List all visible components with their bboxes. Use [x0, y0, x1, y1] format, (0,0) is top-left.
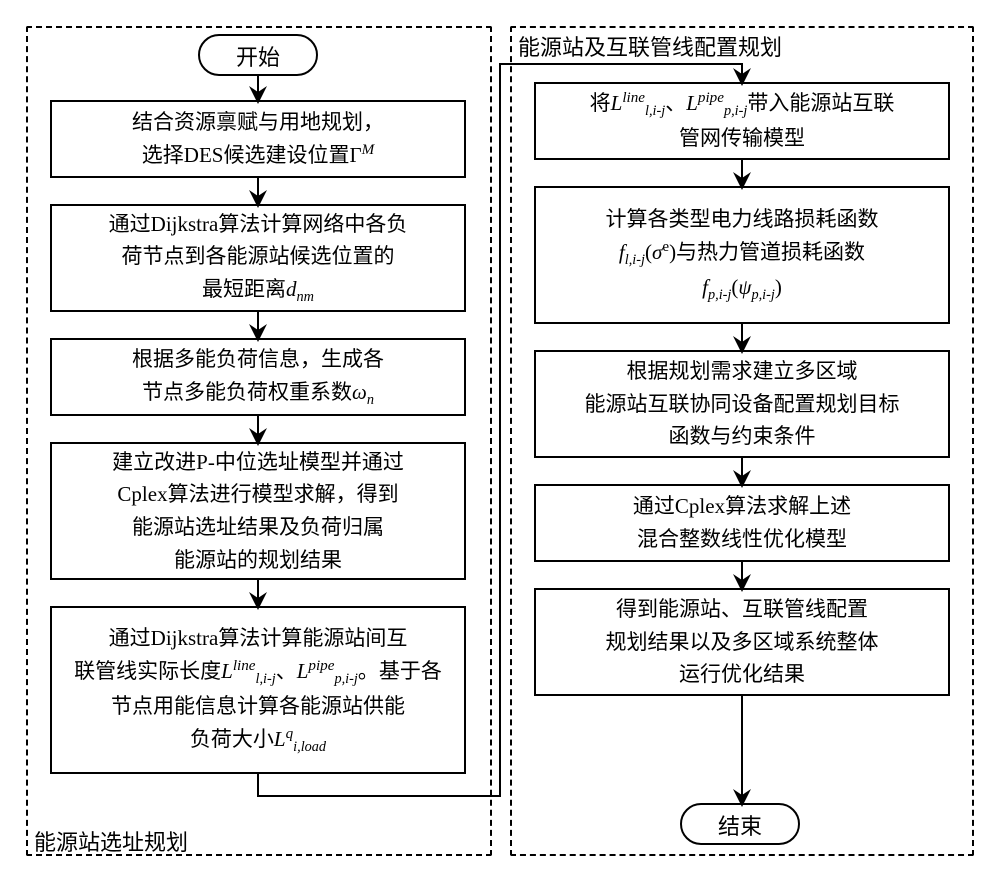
panel-left-label: 能源站选址规划	[34, 825, 188, 857]
box-r5-text: 得到能源站、互联管线配置规划结果以及多区域系统整体运行优化结果	[546, 593, 938, 691]
box-r5: 得到能源站、互联管线配置规划结果以及多区域系统整体运行优化结果	[534, 588, 950, 696]
box-l1: 结合资源禀赋与用地规划，选择DES候选建设位置ΓM	[50, 100, 466, 178]
start-text: 开始	[236, 45, 280, 70]
box-r2: 计算各类型电力线路损耗函数fl,i-j(σe)与热力管道损耗函数fp,i-j(ψ…	[534, 186, 950, 324]
box-l4-text: 建立改进P-中位选址模型并通过Cplex算法进行模型求解，得到能源站选址结果及负…	[62, 446, 454, 576]
box-r1: 将Llinel,i-j、Lpipep,i-j带入能源站互联管网传输模型	[534, 82, 950, 160]
box-l3-text: 根据多能负荷信息，生成各节点多能负荷权重系数ωn	[62, 343, 454, 411]
terminator-start: 开始	[198, 34, 318, 76]
box-l3: 根据多能负荷信息，生成各节点多能负荷权重系数ωn	[50, 338, 466, 416]
box-r3: 根据规划需求建立多区域能源站互联协同设备配置规划目标函数与约束条件	[534, 350, 950, 458]
box-r1-text: 将Llinel,i-j、Lpipep,i-j带入能源站互联管网传输模型	[546, 87, 938, 155]
box-r4: 通过Cplex算法求解上述混合整数线性优化模型	[534, 484, 950, 562]
flowchart-canvas: 能源站选址规划 能源站及互联管线配置规划 开始 结束 结合资源禀赋与用地规划，选…	[20, 20, 980, 862]
box-l1-text: 结合资源禀赋与用地规划，选择DES候选建设位置ΓM	[62, 106, 454, 171]
end-text: 结束	[718, 814, 762, 839]
terminator-end: 结束	[680, 803, 800, 845]
box-r2-text: 计算各类型电力线路损耗函数fl,i-j(σe)与热力管道损耗函数fp,i-j(ψ…	[546, 203, 938, 306]
box-l2-text: 通过Dijkstra算法计算网络中各负荷节点到各能源站候选位置的最短距离dnm	[62, 208, 454, 308]
box-l4: 建立改进P-中位选址模型并通过Cplex算法进行模型求解，得到能源站选址结果及负…	[50, 442, 466, 580]
box-r4-text: 通过Cplex算法求解上述混合整数线性优化模型	[546, 490, 938, 555]
box-l2: 通过Dijkstra算法计算网络中各负荷节点到各能源站候选位置的最短距离dnm	[50, 204, 466, 312]
box-l5: 通过Dijkstra算法计算能源站间互联管线实际长度Llinel,i-j、Lpi…	[50, 606, 466, 774]
panel-right-label: 能源站及互联管线配置规划	[518, 30, 782, 62]
box-l5-text: 通过Dijkstra算法计算能源站间互联管线实际长度Llinel,i-j、Lpi…	[62, 622, 454, 758]
box-r3-text: 根据规划需求建立多区域能源站互联协同设备配置规划目标函数与约束条件	[546, 355, 938, 453]
